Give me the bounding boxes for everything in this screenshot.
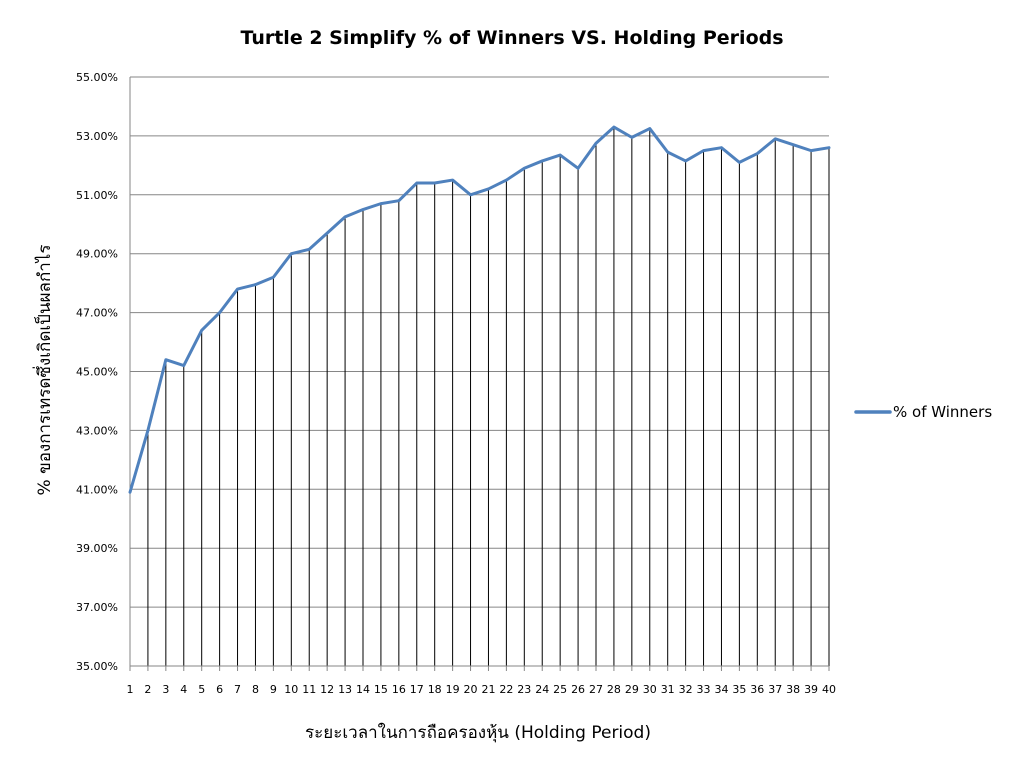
x-tick-label: 30	[643, 683, 657, 696]
legend-label: % of Winners	[893, 403, 992, 421]
x-tick-label: 9	[270, 683, 277, 696]
gridlines	[130, 76, 829, 667]
x-tick-label: 33	[697, 683, 711, 696]
y-tick-label: 43.00%	[76, 424, 118, 437]
x-tick-label: 32	[679, 683, 693, 696]
x-tick-label: 22	[499, 683, 513, 696]
x-axis-title: ระยะเวลาในการถือครองหุ้น (Holding Period…	[305, 722, 651, 743]
x-tick-label: 1	[127, 683, 134, 696]
x-tick-label: 38	[786, 683, 800, 696]
x-tick-label: 16	[392, 683, 406, 696]
x-tick-label: 10	[284, 683, 298, 696]
x-tick-label: 19	[446, 683, 460, 696]
x-tick-label: 8	[252, 683, 259, 696]
legend: % of Winners	[854, 403, 992, 421]
y-tick-label: 47.00%	[76, 307, 118, 320]
x-tick-label: 5	[198, 683, 205, 696]
y-tick-label: 49.00%	[76, 248, 118, 261]
y-tick-label: 35.00%	[76, 660, 118, 673]
x-tick-label: 21	[481, 683, 495, 696]
x-tick-label: 36	[750, 683, 764, 696]
x-tick-label: 11	[302, 683, 316, 696]
x-tick-label: 35	[732, 683, 746, 696]
x-tick-label: 27	[589, 683, 603, 696]
x-tick-label: 4	[180, 683, 187, 696]
x-tick-label: 17	[410, 683, 424, 696]
series-layer	[128, 125, 831, 494]
x-tick-label: 40	[822, 683, 836, 696]
x-tick-label: 2	[144, 683, 151, 696]
x-tick-label: 20	[464, 683, 478, 696]
y-tick-labels: 35.00% 37.00% 39.00% 41.00% 43.00% 45.00% 47.0…	[76, 71, 118, 673]
x-tick-label: 13	[338, 683, 352, 696]
x-tick-label: 37	[768, 683, 782, 696]
x-tick-label: 26	[571, 683, 585, 696]
x-tick-label: 31	[661, 683, 675, 696]
x-tick-label: 14	[356, 683, 370, 696]
x-tick-label: 18	[428, 683, 442, 696]
x-tick-label: 23	[517, 683, 531, 696]
x-tick-label: 15	[374, 683, 388, 696]
y-axis-title: % ของการเทรดซึ่งเกิดเป็นผลกำไร	[32, 245, 55, 496]
y-tick-label: 53.00%	[76, 130, 118, 143]
x-tick-label: 25	[553, 683, 567, 696]
y-tick-label: 37.00%	[76, 601, 118, 614]
x-tick-label: 12	[320, 683, 334, 696]
x-tick-label: 7	[234, 683, 241, 696]
axes	[129, 77, 830, 671]
y-tick-label: 41.00%	[76, 483, 118, 496]
x-tick-label: 28	[607, 683, 621, 696]
y-tick-label: 45.00%	[76, 366, 118, 379]
x-tick-labels: 1 2 3 4 5 6 7 8 9 10 11 12 13 14 15 16 17 18 19 20 21 22 23 24 2…	[127, 683, 837, 696]
x-tick-label: 34	[714, 683, 728, 696]
y-tick-label: 51.00%	[76, 189, 118, 202]
series-line-percent-of-winners	[128, 125, 831, 494]
x-tick-label: 29	[625, 683, 639, 696]
drop-lines	[129, 127, 830, 666]
chart-title: Turtle 2 Simplify % of Winners VS. Holdi…	[240, 27, 783, 49]
x-tick-label: 6	[216, 683, 223, 696]
x-tick-label: 24	[535, 683, 549, 696]
y-tick-label: 39.00%	[76, 542, 118, 555]
x-tick-label: 39	[804, 683, 818, 696]
x-tick-label: 3	[162, 683, 169, 696]
y-tick-label: 55.00%	[76, 71, 118, 84]
